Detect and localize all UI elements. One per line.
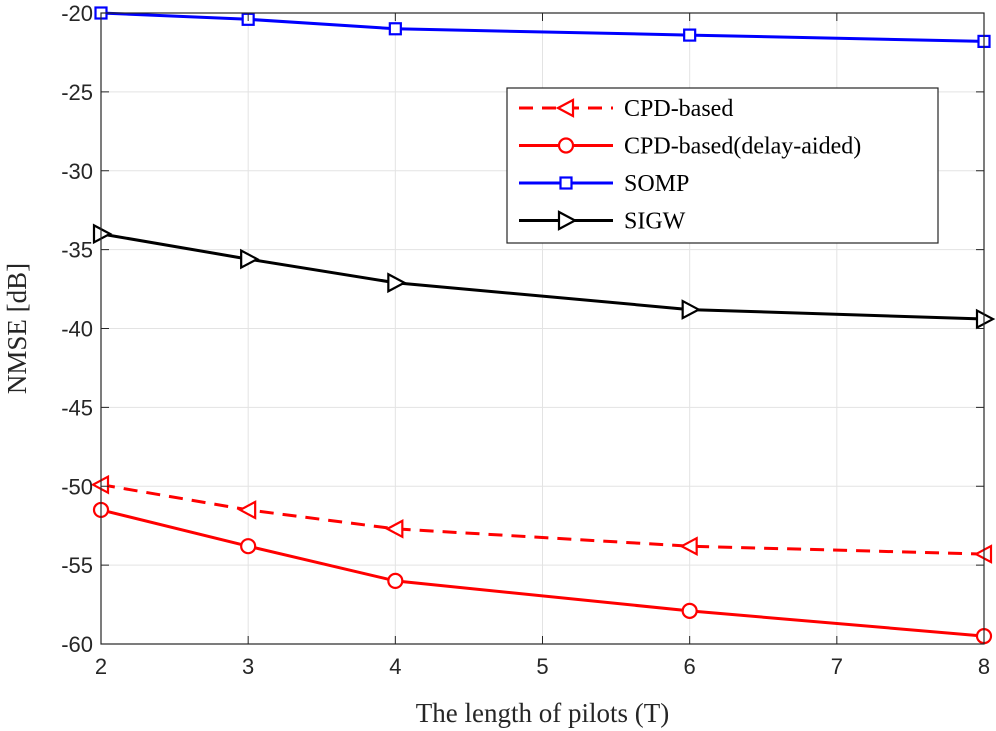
x-tick-label: 7 [831,654,843,679]
data-point-triangle-right [387,272,407,294]
y-tick-label: -25 [61,80,93,105]
y-tick-label: -35 [61,238,93,263]
series-0 [90,474,993,564]
x-tick-label: 6 [684,654,696,679]
series-line [100,483,985,556]
data-point-triangle-right [240,248,260,270]
data-point-triangle-right [92,223,113,245]
data-point-circle [557,137,575,154]
y-tick-label: -45 [61,395,93,420]
legend-label: SIGW [624,209,686,235]
data-point-square [388,22,402,36]
data-point-triangle-right [681,299,702,320]
legend-label: CPD-based(delay-aided) [624,134,861,160]
legend-entry-1: CPD-based(delay-aided) [519,134,861,160]
legend-entry-3: SIGW [519,209,686,235]
data-point-circle [240,538,257,555]
data-point-triangle-left [384,519,404,539]
data-point-triangle-right [557,210,578,231]
x-tick-label: 3 [242,654,254,679]
x-tick-label: 2 [95,654,107,679]
x-tick-label: 4 [389,654,401,679]
legend-box [506,87,939,244]
legend-entry-2: SOMP [519,171,689,197]
y-tick-label: -50 [61,474,93,499]
data-point-square [683,28,697,42]
x-tick-label: 5 [536,654,548,679]
y-tick-label: -20 [61,1,93,26]
data-point-square [559,176,573,190]
data-point-triangle-left [237,500,257,520]
tick-layer: 2 3 4 5 6 7 8 -60 -55 -50 -45 -40 -35 -30 -25 -20 [61,1,990,679]
y-axis-label: NMSE [dB] [2,263,32,394]
data-point-circle [681,602,698,619]
x-tick-label: 8 [978,654,990,679]
series-3 [92,223,996,330]
data-point-circle [387,572,404,590]
y-tick-label: -60 [61,632,93,657]
y-tick-label: -40 [61,317,93,342]
data-point-triangle-left [679,536,698,557]
legend-label: CPD-based [624,96,733,122]
y-tick-label: -55 [61,553,93,578]
y-tick-label: -30 [61,159,93,184]
legend-entry-0: CPD-based [519,96,733,122]
x-axis-label: The length of pilots (T) [416,698,669,728]
data-point-triangle-left [555,98,575,118]
legend: CPD-based CPD-based(delay-aided) SOMP SIGW [506,87,939,244]
legend-label: SOMP [624,171,689,197]
data-point-triangle-right [975,308,996,330]
